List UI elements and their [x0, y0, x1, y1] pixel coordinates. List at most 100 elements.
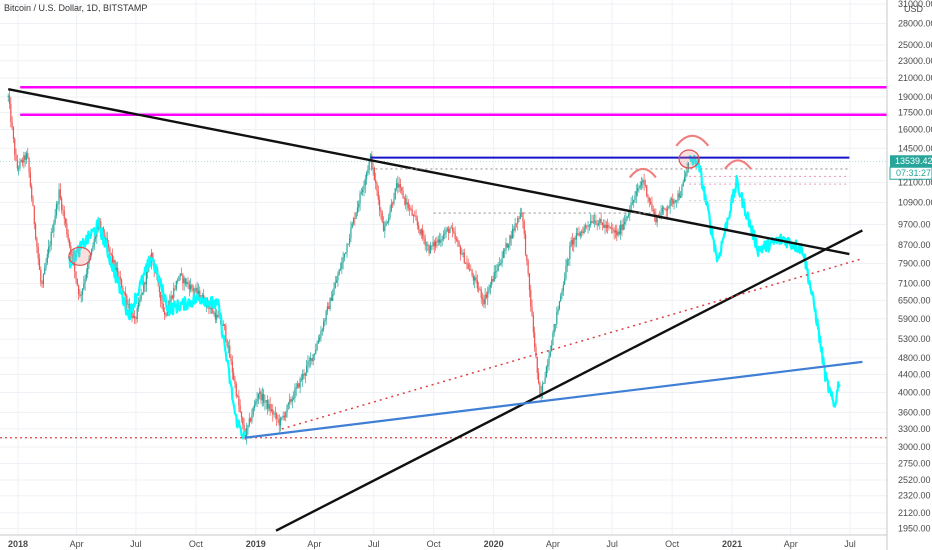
- candle-body: [489, 284, 491, 288]
- candle-body: [190, 284, 192, 290]
- candle-body: [118, 276, 120, 278]
- candle-body: [562, 284, 564, 292]
- candle-body: [419, 229, 421, 235]
- drawing-lines-layer[interactable]: [0, 86, 887, 532]
- last-price-badge: [890, 155, 932, 168]
- x-tick-label: Jul: [844, 539, 856, 549]
- candle-body: [682, 182, 684, 187]
- candle-body: [579, 232, 581, 236]
- y-tick-label: 7100.00: [898, 279, 931, 289]
- candle-body: [488, 287, 490, 292]
- highlight-ellipse: [68, 246, 92, 266]
- candle-body: [244, 434, 246, 439]
- candle-body: [665, 209, 667, 211]
- candle-body: [248, 418, 250, 425]
- candle-body: [291, 398, 293, 402]
- candle-body: [421, 229, 424, 236]
- candle-body: [45, 262, 47, 268]
- candle-body: [586, 225, 588, 227]
- candle-body: [23, 155, 25, 163]
- candle-body: [67, 234, 69, 240]
- candle-body: [257, 393, 260, 399]
- candle-body: [620, 224, 622, 235]
- candle-body: [463, 252, 465, 264]
- candle-body: [54, 215, 56, 224]
- candle-body: [236, 396, 239, 397]
- candle-body: [569, 245, 571, 260]
- candle-body: [272, 409, 274, 415]
- time-axis[interactable]: 2018 Apr Jul Oct 2019 Apr Jul Oct 2020 Apr Jul Oct 2…: [8, 539, 856, 549]
- candle-body: [484, 294, 486, 305]
- candle-body: [378, 199, 381, 211]
- candle-body: [631, 202, 633, 204]
- trendline-black[interactable]: [275, 229, 863, 532]
- candle-body: [140, 294, 142, 300]
- candle-body: [455, 239, 458, 241]
- candle-body: [517, 218, 519, 224]
- candle-body: [213, 312, 215, 314]
- candle-body: [71, 254, 73, 257]
- candle-body: [376, 183, 378, 192]
- candle-body: [285, 412, 287, 418]
- candle-body: [494, 271, 497, 273]
- candle-body: [131, 309, 133, 319]
- candle-body: [7, 95, 9, 97]
- candle-body: [491, 279, 493, 285]
- candle-body: [604, 224, 606, 228]
- candle-body: [596, 224, 598, 226]
- candle-body: [309, 358, 312, 361]
- x-tick-label: 2019: [246, 539, 266, 549]
- y-tick-label: 2520.00: [898, 475, 931, 485]
- candle-body: [253, 404, 256, 408]
- candle-body: [423, 235, 425, 240]
- candle-body: [461, 254, 463, 255]
- candle-body: [37, 247, 39, 259]
- candle-body: [365, 172, 368, 180]
- candle-body: [501, 258, 503, 264]
- candle-body: [188, 284, 190, 290]
- trendline-red-dotted[interactable]: [281, 257, 863, 430]
- x-tick-label: Apr: [307, 539, 321, 549]
- candle-body: [152, 252, 154, 261]
- candle-body: [351, 223, 353, 228]
- candle-body: [322, 321, 325, 330]
- candle-body: [522, 212, 524, 222]
- candle-body: [18, 168, 20, 170]
- candle-body: [276, 413, 278, 419]
- candle-body: [196, 287, 198, 294]
- trendline-black[interactable]: [7, 88, 850, 256]
- candle-body: [66, 223, 68, 235]
- candle-body: [53, 223, 55, 232]
- candle-body: [364, 179, 366, 186]
- candle-body: [14, 138, 16, 155]
- candle-body: [307, 361, 309, 366]
- candle-body: [320, 331, 322, 338]
- candle-body: [139, 299, 141, 303]
- candle-body: [183, 278, 185, 284]
- candle-body: [256, 398, 258, 402]
- trendline-blue[interactable]: [244, 360, 863, 439]
- highlight-ellipse: [678, 149, 700, 169]
- candle-body: [63, 210, 65, 219]
- candle-body: [672, 199, 674, 204]
- projection-layer: [67, 154, 841, 440]
- price-axis[interactable]: 1950.00 2120.00 2320.00 2520.00 2750.00 3000.…: [898, 0, 932, 534]
- candle-body: [212, 308, 214, 314]
- candle-body: [487, 291, 489, 298]
- candle-body: [647, 196, 649, 198]
- candle-body: [536, 356, 538, 373]
- candle-body: [582, 231, 584, 234]
- candle-body: [384, 225, 386, 231]
- candle-body: [526, 254, 528, 261]
- candle-body: [476, 280, 478, 289]
- candle-body: [229, 345, 231, 358]
- candle-body: [385, 222, 387, 226]
- candle-body: [328, 306, 330, 309]
- candle-body: [389, 210, 391, 218]
- candle-body: [242, 417, 244, 425]
- x-tick-label: Oct: [189, 539, 204, 549]
- y-tick-label: 31000.00: [898, 0, 932, 9]
- candle-body: [92, 245, 94, 249]
